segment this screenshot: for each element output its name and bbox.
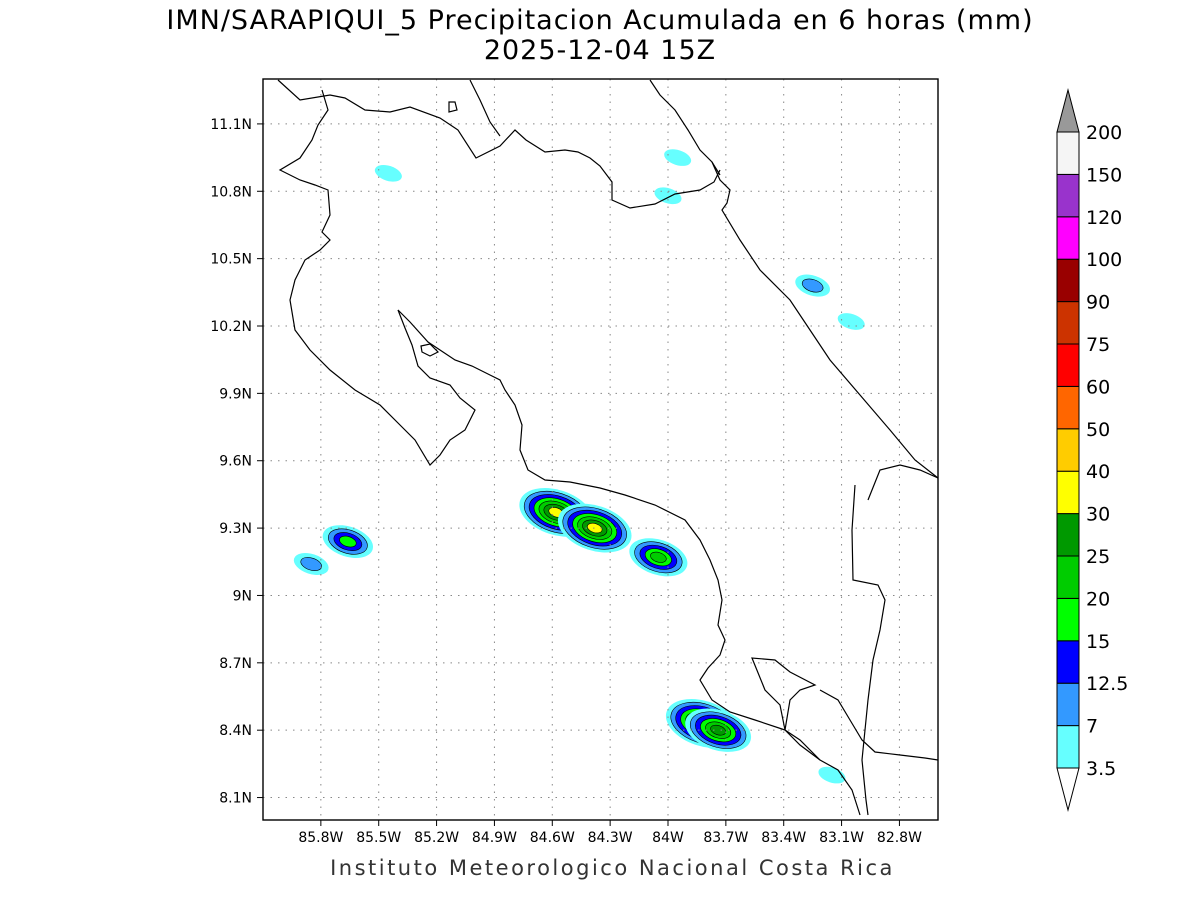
colorbar-level-label: 200 — [1086, 122, 1122, 144]
colorbar-swatch — [1056, 725, 1080, 769]
colorbar-swatch — [1056, 173, 1080, 218]
colorbar-swatch — [1056, 301, 1080, 345]
precip-contour — [654, 187, 682, 205]
lon-tick-label: 84.6W — [530, 830, 575, 846]
lon-tick-label: 82.8W — [877, 830, 922, 846]
footer-credit: Instituto Meteorologico Nacional Costa R… — [330, 856, 895, 880]
axis-ticks: 11.1N 10.8N 10.5N 10.2N 9.9N 9.6N 9.3N 9N 8.7N 8.… — [210, 117, 922, 846]
colorbar-swatch — [1056, 597, 1080, 642]
precip-contour — [374, 164, 402, 182]
coastline-borders — [277, 79, 939, 816]
colorbar-level-label: 150 — [1086, 164, 1122, 186]
lat-tick-label: 8.4N — [219, 723, 252, 739]
colorbar-level-label: 15 — [1086, 631, 1110, 653]
lat-lon-grid — [263, 79, 938, 820]
colorbar-level-label: 30 — [1086, 504, 1110, 526]
gulf-of-nicoya-coast — [397, 309, 786, 731]
lon-tick-label: 83.4W — [761, 830, 806, 846]
map-frame — [262, 78, 939, 821]
precip-contour — [650, 551, 667, 563]
colorbar-level-label: 75 — [1086, 334, 1110, 356]
colorbar-swatch — [1056, 682, 1080, 727]
lon-tick-label: 83.1W — [819, 830, 864, 846]
colorbar-level-label: 120 — [1086, 207, 1122, 229]
colorbar-level-label: 50 — [1086, 419, 1110, 441]
precip-contour — [837, 313, 865, 330]
lon-tick-label: 84.3W — [588, 830, 633, 846]
colorbar-level-label: 20 — [1086, 588, 1110, 610]
precip-contour — [801, 278, 824, 293]
panama-caribbean-coast — [867, 464, 939, 501]
colorbar-swatch — [1056, 428, 1080, 472]
colorbar-over-arrow — [1056, 88, 1080, 133]
colorbar-swatch — [1056, 385, 1080, 430]
precip-contour — [587, 522, 603, 534]
colorbar-level-label: 3.5 — [1086, 758, 1116, 780]
lon-tick-label: 84W — [652, 830, 684, 846]
colorbar-swatch — [1056, 470, 1080, 515]
lat-tick-label: 9.6N — [219, 454, 252, 470]
chira-island — [420, 343, 440, 357]
colorbar-swatch — [1056, 216, 1080, 260]
precipitation-shading — [293, 149, 865, 784]
colorbar-level-label: 60 — [1086, 376, 1110, 398]
lat-tick-label: 9.9N — [219, 386, 252, 402]
colorbar-level-label: 100 — [1086, 249, 1122, 271]
guanacaste-pacific-coast — [278, 89, 476, 466]
nicaragua-caribbean-coast — [469, 79, 501, 137]
colorbar-level-label: 12.5 — [1086, 673, 1128, 695]
lon-tick-label: 83.7W — [703, 830, 748, 846]
lon-tick-label: 85.5W — [356, 830, 401, 846]
lat-tick-label: 11.1N — [210, 117, 252, 133]
lat-tick-label: 9N — [233, 588, 252, 604]
colorbar-swatch — [1056, 640, 1080, 684]
colorbar-level-label: 7 — [1086, 716, 1098, 738]
lat-tick-label: 8.1N — [219, 791, 252, 807]
lat-tick-label: 10.5N — [210, 252, 252, 268]
nicaragua-costa-rica-border — [277, 79, 721, 209]
lat-tick-label: 8.7N — [219, 656, 252, 672]
colorbar-swatch — [1056, 258, 1080, 303]
colorbar-legend: 3.5 7 12.5 15 20 25 30 40 50 60 75 90 100 120 150 200 — [1056, 88, 1128, 812]
lat-tick-label: 10.8N — [210, 184, 252, 200]
colorbar-swatch — [1056, 131, 1080, 175]
lat-tick-label: 10.2N — [210, 319, 252, 335]
osa-peninsula — [751, 657, 861, 816]
colorbar-under-arrow — [1056, 767, 1080, 812]
colorbar-swatch — [1056, 343, 1080, 387]
precip-contour — [339, 535, 357, 548]
colorbar-level-label: 90 — [1086, 292, 1110, 314]
lake-island — [448, 101, 458, 113]
caribbean-coast-costa-rica — [711, 161, 939, 479]
golfito-coast — [784, 729, 821, 761]
lat-tick-label: 9.3N — [219, 521, 252, 537]
burica-coast — [819, 689, 939, 761]
lon-tick-label: 84.9W — [472, 830, 517, 846]
precip-contour — [664, 149, 692, 166]
colorbar-swatch — [1056, 555, 1080, 599]
lon-tick-label: 85.2W — [414, 830, 459, 846]
colorbar-level-label: 40 — [1086, 461, 1110, 483]
colorbar-level-label: 25 — [1086, 546, 1110, 568]
map-title: IMN/SARAPIQUI_5 Precipitacion Acumulada … — [166, 5, 1034, 36]
map-valid-time: 2025-12-04 15Z — [483, 35, 717, 66]
precip-contour — [300, 557, 322, 571]
colorbar-swatch — [1056, 513, 1080, 557]
lon-tick-label: 85.8W — [298, 830, 343, 846]
panama-border — [851, 484, 886, 816]
